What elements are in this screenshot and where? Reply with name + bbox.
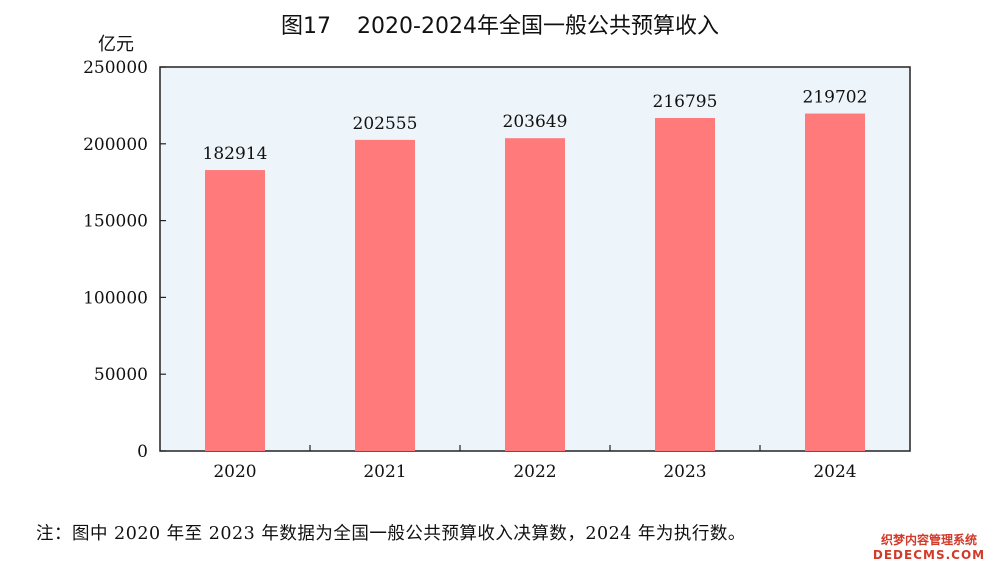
- y-tick-label: 0: [137, 442, 148, 462]
- bar: [805, 113, 865, 452]
- chart-title-text: 2020-2024年全国一般公共预算收入: [357, 14, 719, 39]
- y-axis-unit-label: 亿元: [98, 34, 134, 55]
- y-tick-label: 100000: [83, 288, 148, 308]
- watermark-line1: 织梦内容管理系统: [880, 533, 977, 547]
- y-tick-label: 200000: [83, 135, 148, 155]
- bar: [355, 139, 415, 451]
- x-tick-label: 2020: [213, 462, 256, 482]
- watermark-logo: 织梦内容管理系统 DEDECMS.COM: [870, 533, 988, 563]
- data-label: 203649: [503, 112, 568, 132]
- y-tick-label: 150000: [83, 212, 148, 232]
- x-tick-label: 2023: [663, 462, 706, 482]
- data-label: 202555: [353, 114, 418, 134]
- bar: [205, 170, 265, 451]
- data-label: 216795: [653, 92, 718, 112]
- chart-title: 图17 2020-2024年全国一般公共预算收入: [0, 8, 1000, 40]
- x-tick-label: 2022: [513, 462, 556, 482]
- watermark-line2: DEDECMS.COM: [872, 548, 986, 562]
- bar: [505, 138, 565, 451]
- chart-title-prefix: 图17: [281, 14, 332, 39]
- data-label: 219702: [803, 88, 868, 108]
- data-label: 182914: [203, 144, 268, 164]
- bar: [655, 118, 715, 452]
- x-tick-label: 2021: [363, 462, 406, 482]
- y-tick-label: 50000: [94, 365, 148, 385]
- bar-chart: 0 50000 100000 150000 200000 250000 182914 2020…: [83, 58, 911, 482]
- y-tick-label: 250000: [83, 58, 148, 78]
- x-tick-label: 2024: [813, 462, 856, 482]
- footnote: 注：图中 2020 年至 2023 年数据为全国一般公共预算收入决算数，2024…: [36, 524, 746, 544]
